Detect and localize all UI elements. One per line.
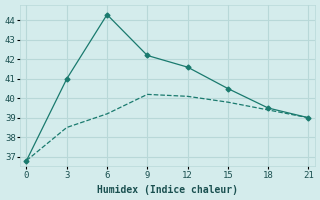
X-axis label: Humidex (Indice chaleur): Humidex (Indice chaleur)	[97, 185, 238, 195]
